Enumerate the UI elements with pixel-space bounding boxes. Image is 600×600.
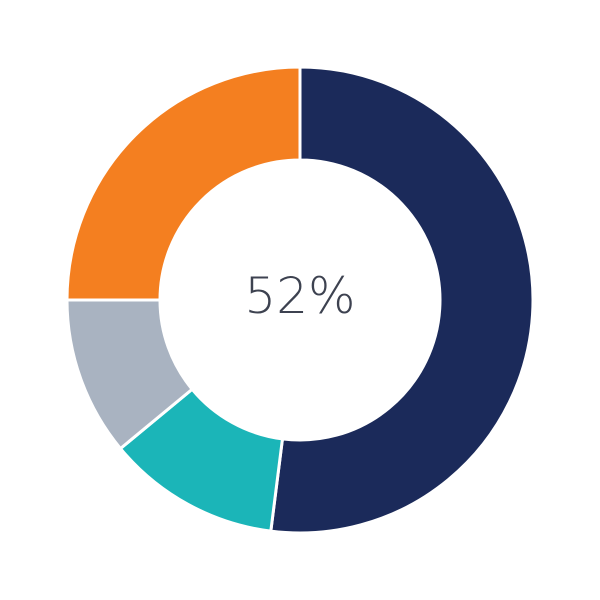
center-label: 52% bbox=[244, 267, 356, 325]
donut-slice-0 bbox=[269, 65, 535, 535]
donut-slice-3 bbox=[65, 65, 302, 302]
